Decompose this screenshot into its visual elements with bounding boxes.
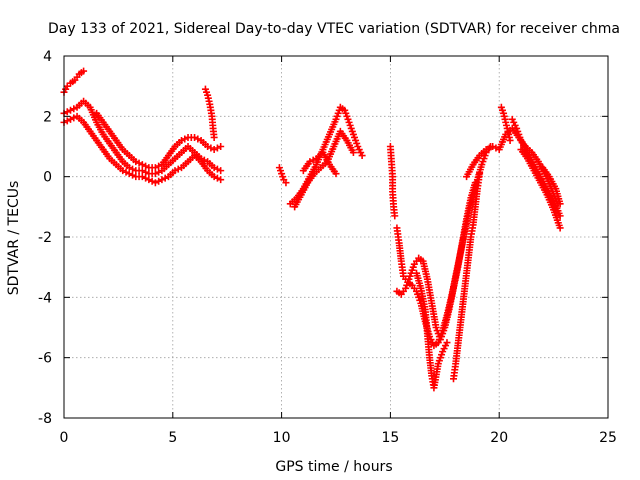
data-point xyxy=(178,136,186,144)
data-point xyxy=(161,174,169,182)
data-point xyxy=(145,176,153,184)
data-point xyxy=(151,164,159,172)
data-point xyxy=(138,167,146,175)
data-point xyxy=(194,135,202,143)
data-point xyxy=(476,170,484,178)
y-tick-label: 0 xyxy=(43,170,52,186)
y-tick-label: -8 xyxy=(38,411,52,427)
data-point xyxy=(217,143,225,150)
data-point xyxy=(151,170,159,178)
data-point xyxy=(132,158,140,166)
data-point xyxy=(125,170,133,178)
data-point xyxy=(125,164,133,172)
y-tick-label: -6 xyxy=(38,351,52,367)
y-axis-label: SDTVAR / TECUs xyxy=(6,181,22,296)
data-point xyxy=(155,168,163,176)
data-point xyxy=(67,115,75,123)
data-point xyxy=(309,156,317,164)
data-points xyxy=(60,67,564,392)
data-point xyxy=(171,167,179,175)
data-point xyxy=(485,144,493,152)
x-tick-label: 5 xyxy=(168,430,177,446)
data-point xyxy=(213,144,221,152)
data-point xyxy=(506,136,514,144)
data-point xyxy=(489,143,497,150)
data-point xyxy=(556,212,564,220)
data-point xyxy=(138,161,146,169)
data-point xyxy=(210,164,218,172)
data-point xyxy=(306,158,314,166)
data-point xyxy=(67,106,75,114)
data-point xyxy=(358,152,366,160)
y-tick-label: 4 xyxy=(43,49,52,65)
x-tick-label: 0 xyxy=(60,430,69,446)
data-point xyxy=(119,167,127,175)
data-point xyxy=(122,168,130,176)
data-point xyxy=(63,108,71,116)
x-tick-label: 10 xyxy=(273,430,291,446)
data-point xyxy=(492,144,500,152)
data-point xyxy=(482,146,490,154)
data-point xyxy=(443,339,451,347)
data-point xyxy=(138,173,146,181)
data-point xyxy=(210,146,218,154)
data-point xyxy=(63,117,71,125)
data-point xyxy=(213,174,221,182)
axis-ticks: 0 5 10 15 20 25 -8 -6 -4 -2 0 2 4 xyxy=(38,49,617,446)
data-point xyxy=(191,133,199,141)
x-tick-label: 20 xyxy=(490,430,508,446)
data-point xyxy=(135,159,143,167)
data-point xyxy=(148,177,156,185)
data-point xyxy=(349,149,357,157)
x-tick-label: 25 xyxy=(599,430,617,446)
data-point xyxy=(129,165,137,173)
data-point xyxy=(80,67,88,75)
y-tick-label: -4 xyxy=(38,290,52,306)
chart-title: Day 133 of 2021, Sidereal Day-to-day VTE… xyxy=(48,21,620,37)
data-point xyxy=(158,176,166,184)
data-point xyxy=(217,176,225,184)
data-point xyxy=(210,173,218,181)
data-point xyxy=(151,179,159,187)
y-tick-label: -2 xyxy=(38,230,52,246)
data-point xyxy=(213,165,221,173)
data-point xyxy=(217,167,225,175)
data-point xyxy=(181,135,189,143)
data-point xyxy=(204,143,212,150)
data-point xyxy=(174,165,182,173)
data-point xyxy=(332,170,340,178)
data-point xyxy=(155,177,163,185)
data-point xyxy=(129,171,137,179)
data-point xyxy=(556,200,564,208)
data-point xyxy=(282,179,290,187)
data-point xyxy=(142,174,150,182)
x-tick-label: 15 xyxy=(381,430,399,446)
data-point xyxy=(207,144,215,152)
data-point xyxy=(70,105,78,113)
data-point xyxy=(142,168,150,176)
data-point xyxy=(391,212,399,220)
x-axis-label: GPS time / hours xyxy=(275,459,392,475)
data-point xyxy=(210,133,218,141)
y-tick-label: 2 xyxy=(43,109,52,125)
data-point xyxy=(556,224,564,232)
data-point xyxy=(155,162,163,170)
data-point xyxy=(142,162,150,170)
